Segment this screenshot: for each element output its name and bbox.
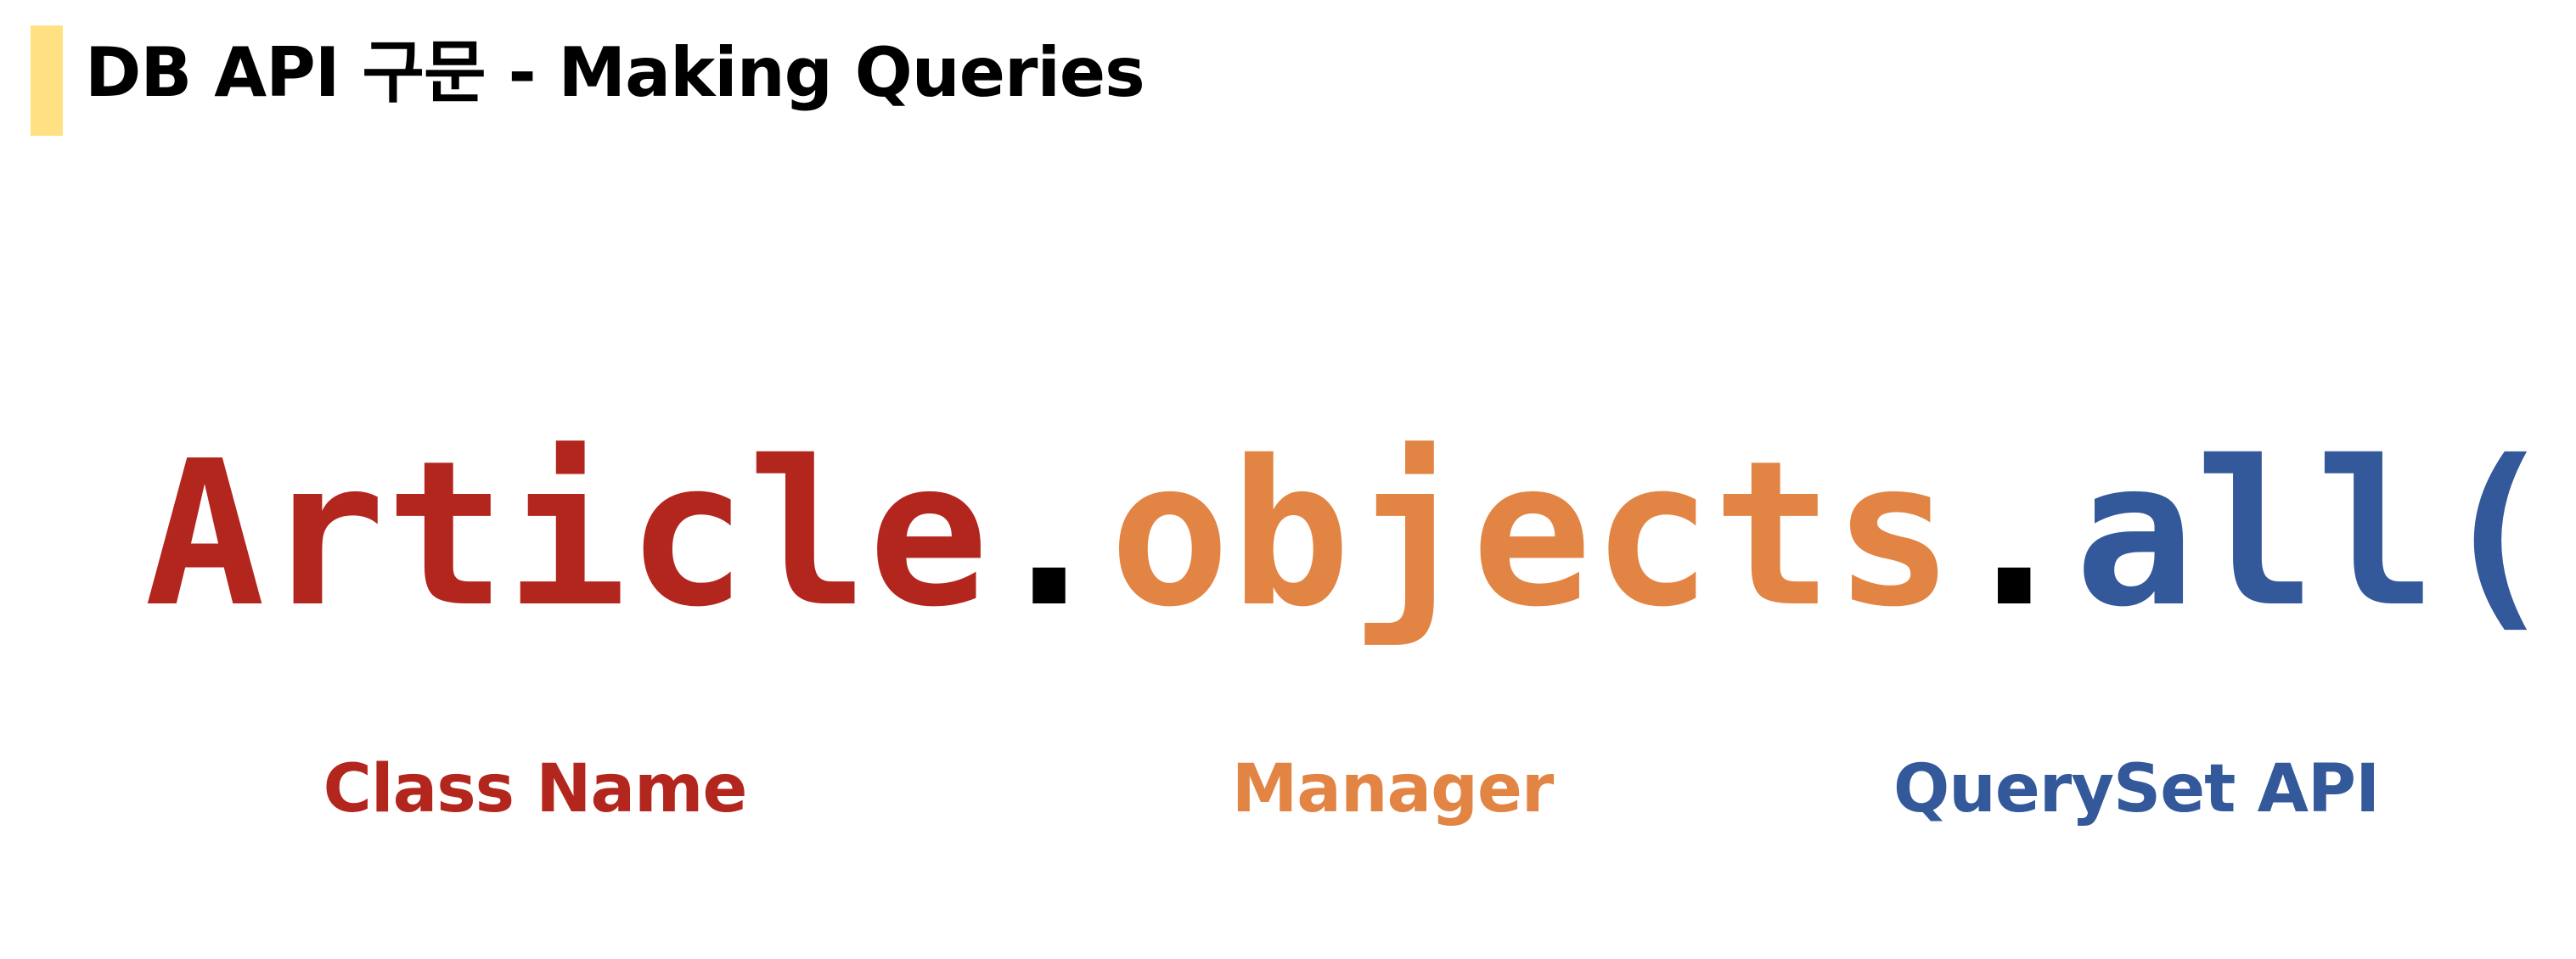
- label-manager: Manager: [1231, 751, 1555, 827]
- code-dot-separator: .: [988, 418, 1110, 651]
- code-queryset-api: all(): [2074, 418, 2576, 651]
- label-class-name: Class Name: [323, 751, 748, 827]
- title-accent-bar: [31, 25, 63, 136]
- code-dot-separator: .: [1954, 418, 2075, 651]
- label-queryset-api: QuerySet API: [1893, 751, 2380, 827]
- page-title: DB API 구문 - Making Queries: [85, 33, 1145, 112]
- code-class-name: Article: [144, 418, 989, 651]
- code-expression: Article.objects.all(): [144, 407, 2576, 662]
- code-manager: objects: [1109, 418, 1954, 651]
